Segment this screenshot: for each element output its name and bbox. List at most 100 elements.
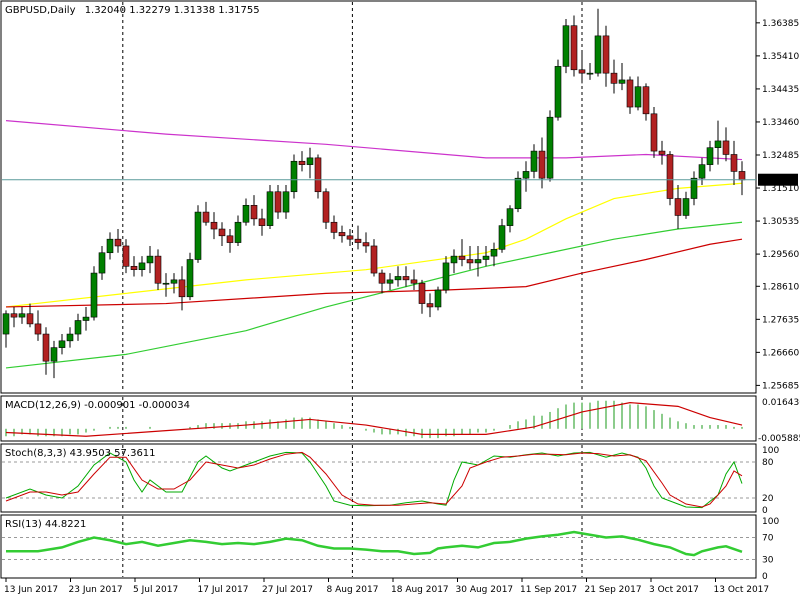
candle-body (482, 255, 490, 260)
candle-body (226, 235, 234, 243)
price-tick-label: 1.29560 (762, 250, 799, 260)
candle-body (618, 79, 626, 84)
candle-body (394, 276, 402, 281)
candle-body (18, 313, 26, 318)
date-tick-label: 5 Jul 2017 (133, 585, 178, 595)
price-tick-label: 1.35410 (762, 52, 799, 62)
current-price-tag (758, 173, 798, 186)
candle-body (722, 140, 730, 155)
price-tick-label: 1.36385 (762, 19, 799, 29)
candle-body (666, 154, 674, 199)
candle-body (146, 255, 154, 264)
candle-body (10, 313, 18, 318)
candle-body (138, 262, 146, 270)
date-tick-label: 17 Jul 2017 (198, 585, 249, 595)
candle-body (674, 198, 682, 216)
candle-body (634, 86, 642, 108)
candle-body (242, 205, 250, 223)
moving-average-line (5, 119, 743, 161)
candle-body (378, 272, 386, 284)
candle-body (322, 191, 330, 223)
price-axis: 1.36385 1.35410 1.34435 1.33460 1.32485 1.315… (756, 19, 799, 391)
date-tick-label: 18 Aug 2017 (391, 585, 449, 595)
candle-body (58, 340, 66, 348)
date-tick-label: 21 Sep 2017 (585, 585, 642, 595)
candle-body (522, 171, 530, 179)
candle-body (162, 282, 170, 285)
macd-axis-label: 0.016436 (762, 398, 800, 408)
oscillator-line (6, 530, 743, 557)
candle-body (98, 252, 106, 274)
price-tick-label: 1.34435 (762, 85, 799, 95)
candle-body (714, 140, 722, 148)
moving-average-line (5, 238, 743, 308)
candle-body (2, 313, 10, 335)
chart-title: GBPUSD,Daily 1.32040 1.32279 1.31338 1.3… (5, 5, 260, 16)
candle-body (658, 150, 666, 155)
macd-axis-label: -0.005885 (758, 434, 800, 444)
price-tick-label: 1.28610 (762, 282, 799, 292)
candle-body (586, 72, 594, 75)
candle-body (442, 262, 450, 291)
oscillator-axis-label: 100 (762, 517, 779, 527)
candle-body (682, 198, 690, 216)
rsi-label: RSI(13) 44.8221 (5, 519, 86, 530)
oscillator-line (5, 451, 743, 508)
oscillator-axis-label: 80 (762, 458, 774, 468)
candle-body (458, 255, 466, 260)
macd-label: MACD(12,26,9) -0.000901 -0.000034 (5, 400, 190, 411)
candle-body (474, 259, 482, 264)
candle-body (362, 242, 370, 247)
candle-body (650, 113, 658, 152)
candle-body (74, 320, 82, 335)
date-tick-label: 30 Aug 2017 (456, 585, 514, 595)
macd-panel: 0.016436 -0.005885 (5, 398, 800, 444)
oscillator-line (5, 451, 743, 509)
candle-body (202, 211, 210, 223)
candle-body (50, 347, 58, 362)
main-panel-frame (0, 0, 757, 394)
candle-body (698, 164, 706, 179)
candle-body (218, 228, 226, 237)
candle-body (554, 66, 562, 118)
stoch-panel-frame (0, 443, 757, 513)
macd-signal-line (5, 402, 743, 437)
candle-body (298, 160, 306, 165)
candle-body (506, 208, 514, 226)
price-tick-label: 1.27635 (762, 315, 799, 325)
current-price-line: 1.31755 (2, 173, 798, 187)
price-tick-label: 1.31510 (762, 184, 799, 194)
candle-body (178, 279, 186, 298)
candle-body (210, 221, 218, 230)
candle-body (290, 160, 298, 193)
date-tick-label: 23 Jun 2017 (69, 585, 123, 595)
oscillator-axis-label: 0 (762, 572, 768, 582)
candle-body (602, 35, 610, 74)
oscillator-axis-label: 0 (762, 506, 768, 516)
candle-body (626, 79, 634, 108)
candle-body (570, 25, 578, 71)
candle-body (594, 35, 602, 74)
candle-body (186, 259, 194, 298)
candle-body (330, 221, 338, 233)
candle-body (434, 289, 442, 308)
candle-body (738, 171, 746, 181)
candle-body (514, 177, 522, 209)
oscillator-axis-label: 30 (762, 556, 774, 566)
candle-body (122, 245, 130, 267)
candle-body (450, 255, 458, 264)
candle-body (706, 147, 714, 165)
candle-body (642, 86, 650, 115)
candle-body (466, 259, 474, 264)
candle-body (234, 221, 242, 243)
candle-body (410, 279, 418, 284)
date-axis: 13 Jun 2017 23 Jun 2017 5 Jul 2017 17 Jul 2… (4, 578, 769, 595)
candle-body (106, 238, 114, 254)
candle-body (34, 323, 42, 335)
candle-body (114, 238, 122, 247)
candle-body (562, 25, 570, 67)
candle-body (258, 218, 266, 226)
candle-body (530, 150, 538, 172)
candle-body (314, 157, 322, 193)
